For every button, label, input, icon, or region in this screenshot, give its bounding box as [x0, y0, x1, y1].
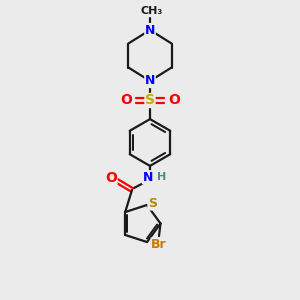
Text: O: O: [168, 94, 180, 107]
Text: N: N: [145, 23, 155, 37]
Text: S: S: [145, 94, 155, 107]
Text: S: S: [148, 197, 157, 210]
Text: Br: Br: [151, 238, 167, 251]
Text: O: O: [105, 171, 117, 185]
Text: H: H: [157, 172, 166, 182]
Text: CH₃: CH₃: [140, 5, 163, 16]
Text: O: O: [120, 94, 132, 107]
Text: N: N: [145, 74, 155, 88]
Text: N: N: [142, 171, 153, 184]
